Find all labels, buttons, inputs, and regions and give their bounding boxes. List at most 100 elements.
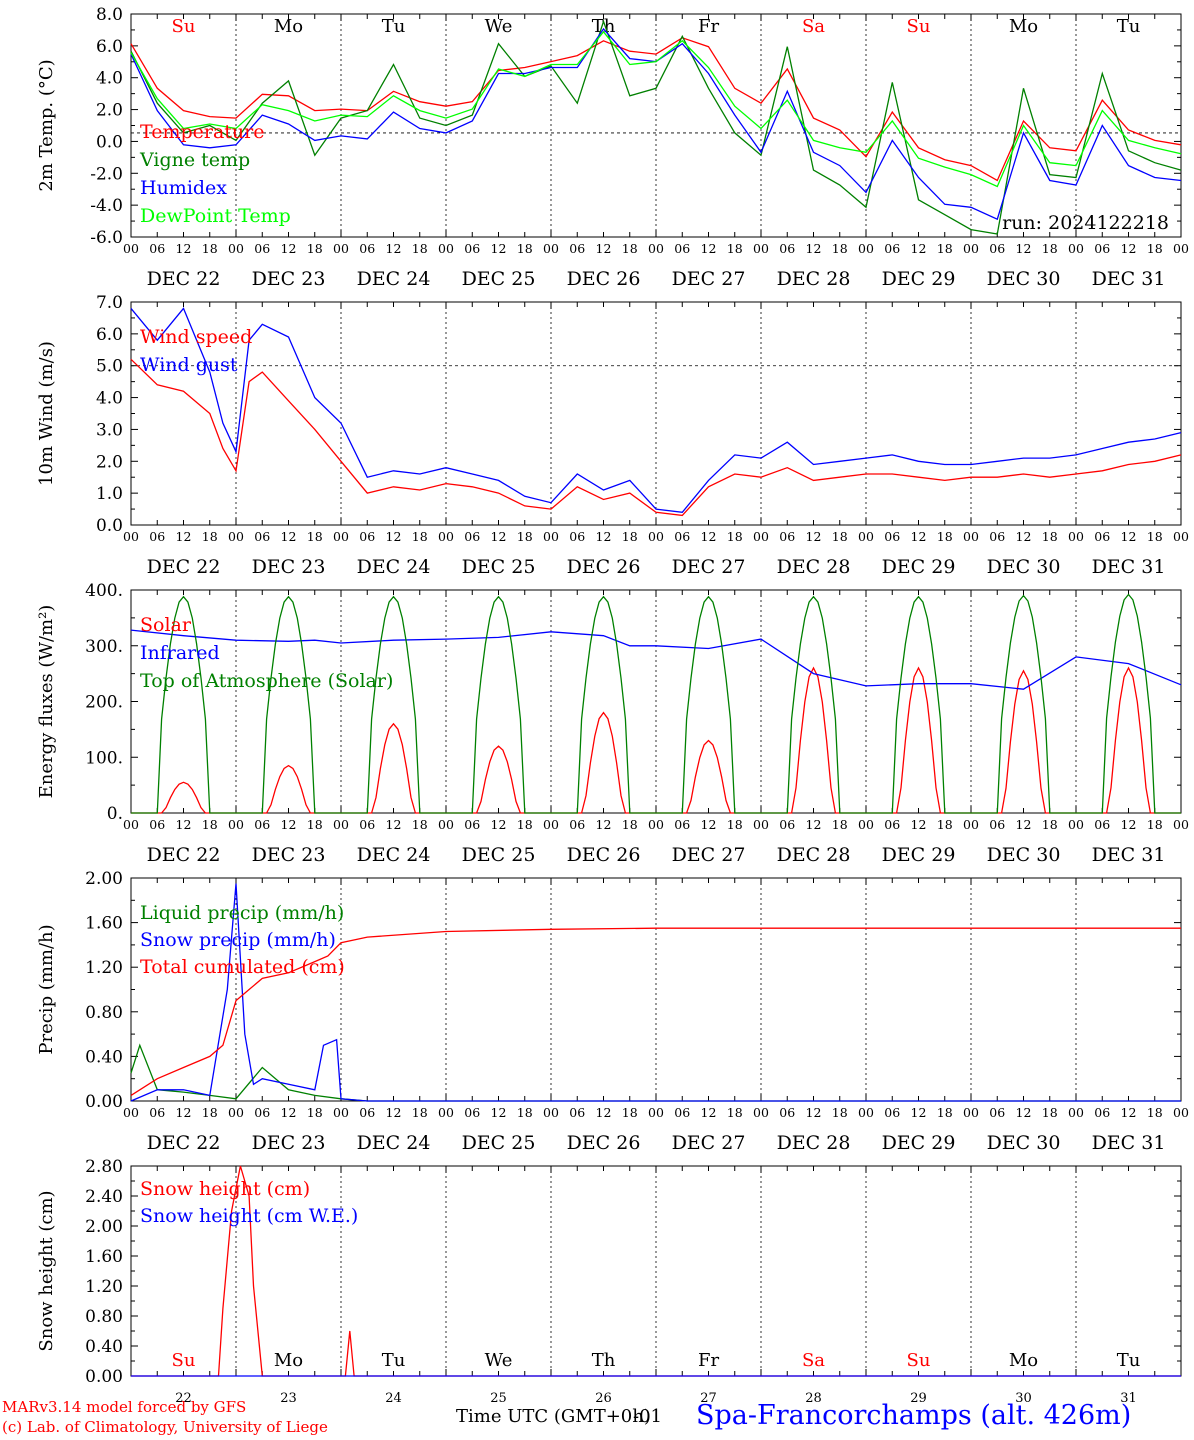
footer-lab-text: (c) Lab. of Climatology, University of L… [2, 1418, 328, 1436]
day-number-label: 22 [175, 1391, 192, 1406]
series-line [130, 629, 1182, 690]
x-date-label: DEC 30 [987, 556, 1061, 578]
series-group [130, 19, 1182, 235]
x-hour-label: 06 [149, 817, 165, 832]
x-hour-label: 12 [176, 529, 192, 544]
x-hour-label: 12 [596, 817, 612, 832]
panel-1: 8.0 6.0 4.0 2.0 0.0 -2.0 -4.0 -6.0 2m Temp. (°C)… [36, 5, 1189, 290]
x-hour-label: 00 [753, 529, 769, 544]
x-hour-label: 00 [123, 817, 139, 832]
x-hour-label: 18 [202, 529, 218, 544]
legend-entry: Solar [140, 614, 192, 636]
x-hour-label: 00 [438, 529, 454, 544]
y-tick-label: 300. [85, 637, 123, 657]
x-date-label: DEC 26 [567, 268, 641, 290]
x-hour-label: 00 [543, 529, 559, 544]
x-date-label: DEC 30 [987, 844, 1061, 866]
weekday-label: Su [907, 16, 931, 37]
x-hour-label: 06 [569, 529, 585, 544]
x-hour-label: 00 [1173, 529, 1189, 544]
x-hour-label: 00 [333, 529, 349, 544]
x-hour-label: 12 [176, 1105, 192, 1120]
x-hour-label: 18 [307, 241, 323, 256]
x-hour-label: 12 [491, 817, 507, 832]
x-hour-label: 06 [359, 529, 375, 544]
x-hour-label: 18 [1147, 529, 1163, 544]
legend-entry: Snow height (cm W.E.) [140, 1205, 358, 1227]
x-hour-label: 12 [596, 241, 612, 256]
x-hour-label: 06 [149, 241, 165, 256]
weekday-label: Sa [802, 16, 825, 37]
x-hour-label: 12 [176, 817, 192, 832]
panel-4: 2.00 1.60 1.20 0.80 0.40 0.00 Precip (mm/h) 00 0… [36, 869, 1189, 1154]
x-hour-label: 18 [517, 817, 533, 832]
x-hour-label: 00 [753, 817, 769, 832]
x-date-label: DEC 22 [147, 556, 221, 578]
y-tick-label: -2.0 [90, 164, 123, 184]
x-date-label: DEC 28 [777, 556, 851, 578]
x-hour-label: 00 [1068, 241, 1084, 256]
y-tick-label: 0.00 [85, 1367, 123, 1387]
y-tick-label: 0.0 [96, 132, 123, 152]
day-number-label: 29 [910, 1391, 927, 1406]
series-line [131, 593, 1181, 814]
x-hour-label: 00 [228, 529, 244, 544]
series-group [130, 883, 1181, 1102]
y-tick-label: 0. [107, 804, 123, 824]
x-hour-label: 06 [779, 1105, 795, 1120]
x-hour-label: 18 [832, 1105, 848, 1120]
x-hour-label: 18 [412, 1105, 428, 1120]
series-group [131, 1165, 1181, 1377]
x-hour-label: 18 [937, 817, 953, 832]
x-date-label: DEC 26 [567, 1132, 641, 1154]
x-hour-label: 12 [1016, 817, 1032, 832]
x-hour-label: 18 [622, 241, 638, 256]
day-number-label: 30 [1015, 1391, 1032, 1406]
y-axis-title: Precip (mm/h) [36, 924, 57, 1054]
y-tick-label: 8.0 [96, 5, 123, 25]
x-hour-label: 00 [123, 529, 139, 544]
x-hour-label: 18 [202, 241, 218, 256]
weekday-label: Th [592, 16, 616, 37]
weekday-label: Tu [382, 1350, 406, 1371]
x-hour-label: 12 [281, 241, 297, 256]
time-axis-overlay: -01 [633, 1406, 662, 1427]
x-hour-label: 00 [438, 1105, 454, 1120]
series-line [130, 30, 1182, 188]
x-hour-label: 18 [412, 529, 428, 544]
x-hour-label: 00 [333, 241, 349, 256]
y-tick-label: -6.0 [90, 228, 123, 248]
legend-entry: Wind speed [140, 326, 252, 348]
day-number-label: 31 [1120, 1391, 1137, 1406]
x-hour-label: 12 [806, 241, 822, 256]
x-date-label: DEC 24 [357, 844, 431, 866]
y-tick-label: 2.0 [96, 452, 123, 472]
x-hour-label: 00 [963, 817, 979, 832]
series-line [130, 19, 1182, 235]
x-date-label: DEC 27 [672, 556, 746, 578]
day-number-label: 24 [385, 1391, 402, 1406]
weekday-label: Fr [698, 16, 719, 37]
x-hour-label: 00 [123, 1105, 139, 1120]
x-hour-label: 06 [464, 241, 480, 256]
x-hour-label: 06 [569, 241, 585, 256]
x-date-label: DEC 30 [987, 1132, 1061, 1154]
x-hour-label: 06 [359, 1105, 375, 1120]
x-hour-label: 00 [228, 1105, 244, 1120]
x-hour-label: 00 [753, 241, 769, 256]
y-tick-label: -4.0 [90, 196, 123, 216]
x-hour-label: 12 [911, 529, 927, 544]
x-hour-label: 00 [753, 1105, 769, 1120]
y-tick-label: 1.0 [96, 484, 123, 504]
series-group [130, 307, 1182, 517]
x-hour-label: 06 [359, 241, 375, 256]
weekday-label: Mo [1009, 16, 1038, 37]
y-tick-label: 0.80 [85, 1307, 123, 1327]
x-date-label: DEC 26 [567, 556, 641, 578]
x-date-label: DEC 27 [672, 844, 746, 866]
x-hour-label: 18 [832, 529, 848, 544]
x-hour-label: 12 [1016, 1105, 1032, 1120]
x-hour-label: 12 [806, 1105, 822, 1120]
y-tick-label: 4.0 [96, 389, 123, 409]
x-hour-label: 12 [911, 817, 927, 832]
